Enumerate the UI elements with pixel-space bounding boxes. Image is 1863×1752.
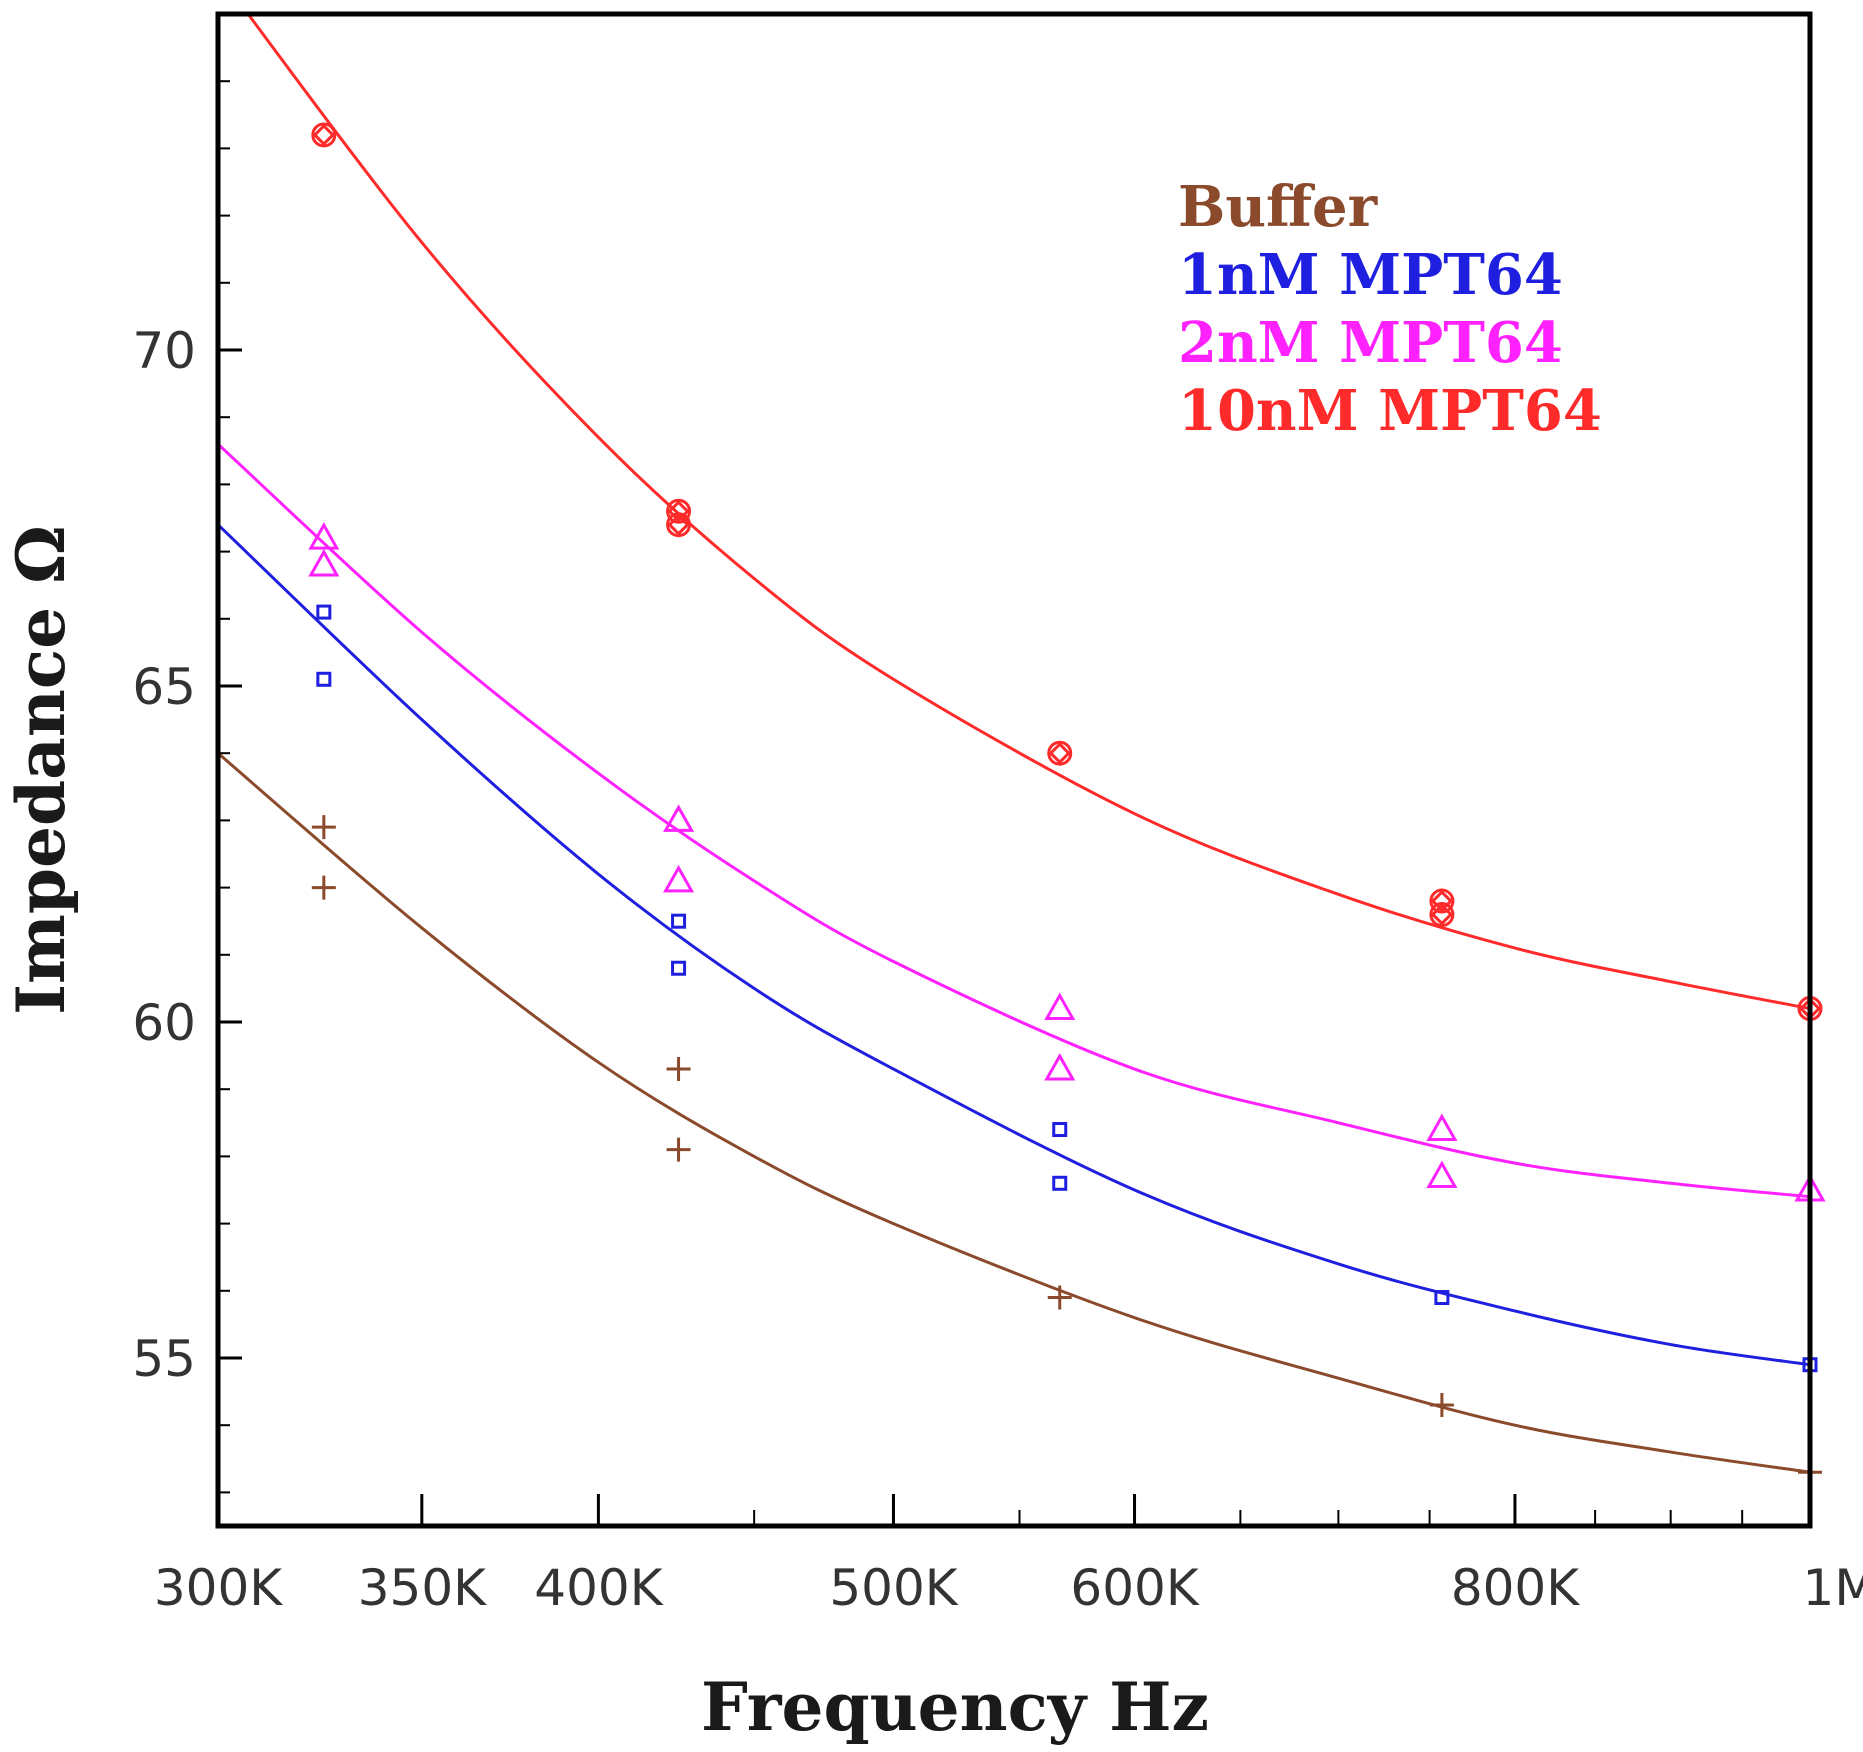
y-tick-label: 65	[132, 658, 196, 716]
legend-entry-10nm-mpt64: 10nM MPT64	[1178, 378, 1602, 444]
y-tick-label: 60	[132, 994, 196, 1052]
x-tick-label: 800K	[1451, 1559, 1580, 1617]
x-tick-label: 600K	[1070, 1559, 1199, 1617]
fit-curve-buffer	[218, 752, 1810, 1474]
marker-buffer	[666, 1137, 691, 1162]
marker-buffer	[1429, 1393, 1454, 1418]
marker-buffer	[1047, 1285, 1072, 1310]
legend-entry-1nm-mpt64: 1nM MPT64	[1178, 242, 1563, 308]
x-tick-label: 1M	[1803, 1559, 1863, 1617]
marker-1nm-mpt64	[1434, 1290, 1450, 1306]
marker-10nm-mpt64	[1047, 740, 1073, 766]
marker-1nm-mpt64	[316, 671, 332, 687]
x-tick-label: 500K	[829, 1559, 958, 1617]
marker-10nm-mpt64	[311, 122, 337, 148]
fit-curves	[218, 14, 1810, 1474]
fit-curve-2nm-mpt64	[218, 442, 1810, 1199]
marker-10nm-mpt64	[1429, 901, 1455, 927]
legend-entry-2nm-mpt64: 2nM MPT64	[1178, 310, 1563, 376]
marker-10nm-mpt64	[1429, 888, 1455, 914]
y-tick-labels: 55 60 65 70	[132, 322, 196, 1388]
marker-2nm-mpt64	[662, 864, 695, 893]
marker-2nm-mpt64	[308, 548, 340, 577]
marker-2nm-mpt64	[1426, 1160, 1458, 1189]
x-axis-title: Frequency Hz	[701, 1668, 1209, 1746]
x-tick-label: 350K	[358, 1559, 487, 1617]
marker-1nm-mpt64	[671, 960, 687, 976]
fit-curve-10nm-mpt64	[246, 14, 1810, 1011]
marker-2nm-mpt64	[1044, 992, 1076, 1021]
marker-1nm-mpt64	[316, 604, 332, 620]
marker-buffer	[666, 1057, 691, 1082]
x-tick-label: 400K	[534, 1559, 663, 1617]
marker-buffer	[311, 815, 336, 840]
marker-10nm-mpt64	[666, 498, 692, 524]
y-tick-label: 55	[132, 1330, 196, 1388]
y-tick-label: 70	[132, 322, 196, 380]
marker-10nm-mpt64	[666, 512, 692, 538]
marker-buffer	[311, 875, 336, 900]
x-tick-labels: 300K 350K 400K 500K 600K 800K 1M	[154, 1559, 1863, 1617]
marker-2nm-mpt64	[1044, 1052, 1076, 1081]
marker-1nm-mpt64	[671, 913, 687, 929]
legend-entry-buffer: Buffer	[1178, 174, 1379, 240]
data-markers	[308, 122, 1826, 1485]
y-axis-title: Impedance Ω	[2, 525, 80, 1015]
plot-frame	[215, 11, 1813, 1529]
marker-1nm-mpt64	[1052, 1122, 1068, 1138]
marker-2nm-mpt64	[662, 804, 695, 832]
marker-1nm-mpt64	[1052, 1175, 1068, 1191]
minor-ticks	[217, 13, 1811, 1526]
x-tick-label: 300K	[154, 1559, 283, 1617]
marker-2nm-mpt64	[308, 522, 340, 550]
marker-2nm-mpt64	[1426, 1113, 1458, 1142]
fit-curve-1nm-mpt64	[218, 523, 1810, 1367]
major-ticks	[216, 348, 1812, 1526]
